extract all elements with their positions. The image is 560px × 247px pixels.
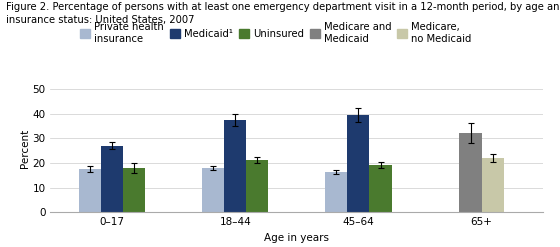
Bar [246,160,268,212]
Bar [459,133,482,212]
Bar [202,168,224,212]
Bar [347,115,370,212]
Text: Figure 2. Percentage of persons with at least one emergency department visit in : Figure 2. Percentage of persons with at … [6,2,560,25]
Bar [224,120,246,212]
Bar [370,165,391,212]
X-axis label: Age in years: Age in years [264,233,329,243]
Legend: Private health
insurance, Medicaid¹, Uninsured, Medicare and
Medicaid, Medicare,: Private health insurance, Medicaid¹, Uni… [80,22,472,44]
Bar [101,146,123,212]
Bar [482,158,504,212]
Bar [79,169,101,212]
Bar [123,168,145,212]
Y-axis label: Percent: Percent [20,129,30,168]
Bar [325,172,347,212]
